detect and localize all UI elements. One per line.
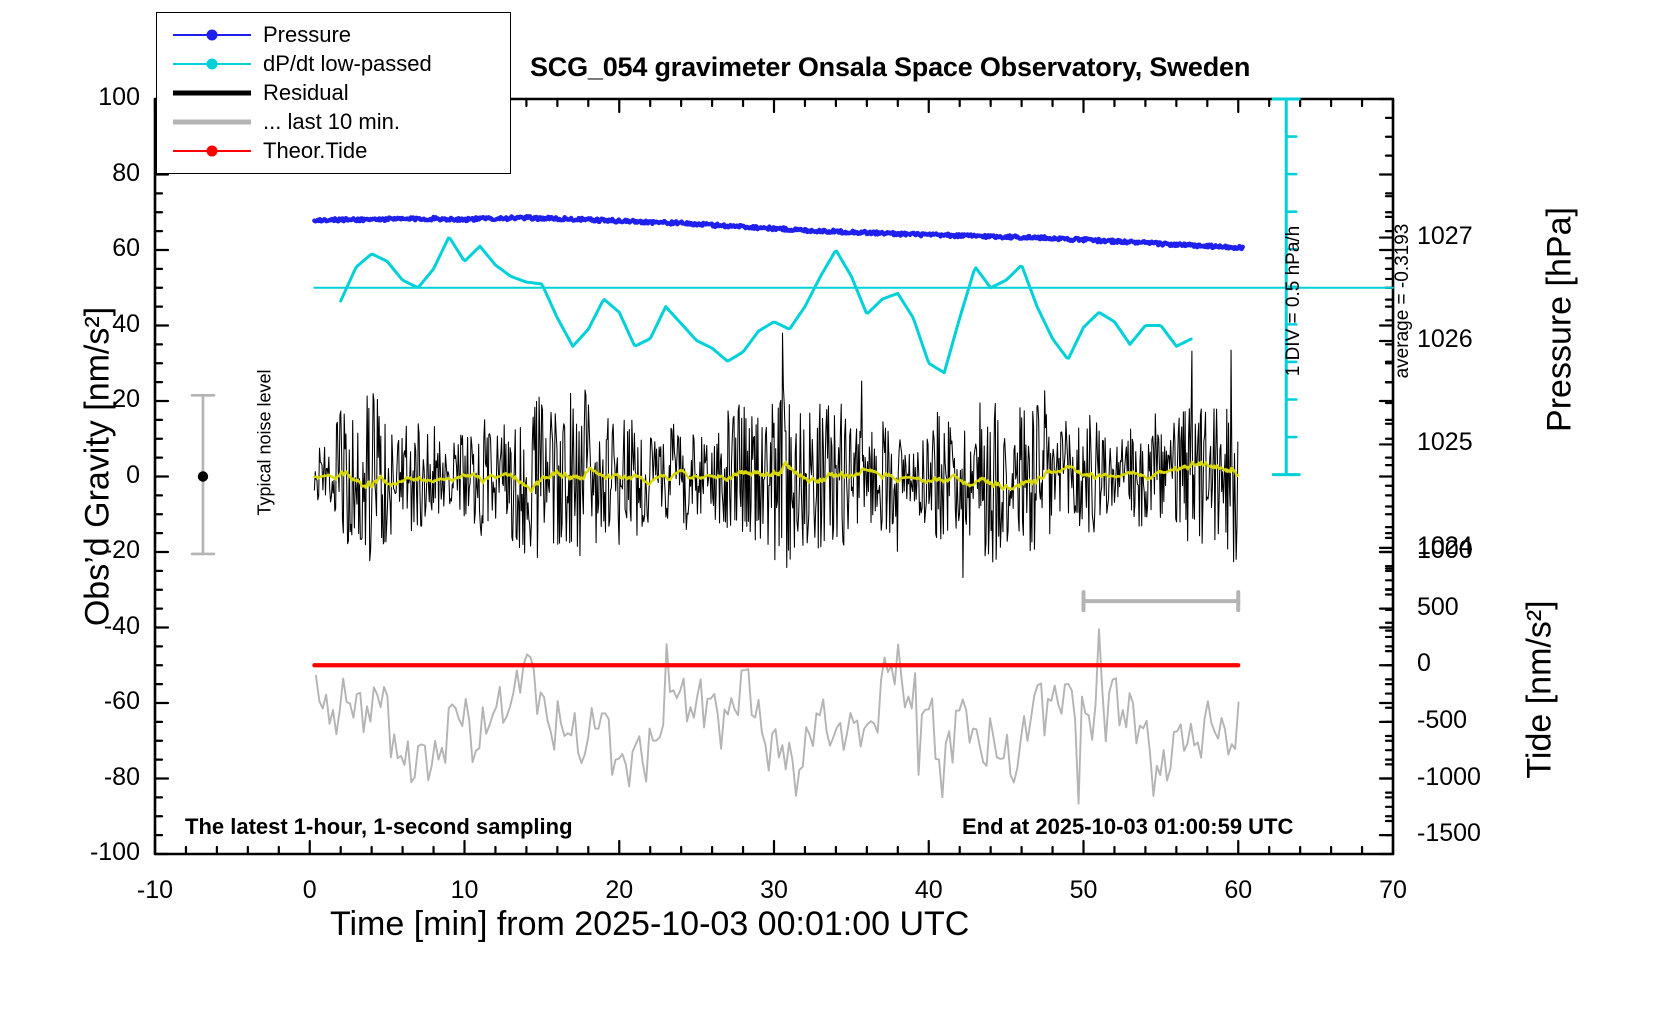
x-tick-label: 0	[302, 876, 317, 904]
note-sampling: The latest 1-hour, 1-second sampling	[185, 814, 573, 839]
legend-swatch-residual	[173, 82, 251, 104]
y-tick-label-left: -40	[103, 611, 140, 640]
y-axis-label-right-tide: Tide [nm/s²]	[1520, 600, 1559, 779]
series-dpdt-low-passed	[339, 236, 1193, 375]
x-axis-label: Time [min] from 2025-10-03 00:01:00 UTC	[330, 905, 970, 943]
x-tick-label: 10	[450, 876, 479, 904]
legend-item: Theor.Tide	[157, 136, 510, 165]
legend-swatch-dpdt	[173, 53, 251, 75]
y-tick-label-left: -60	[103, 687, 140, 715]
legend: Pressure dP/dt low-passed Residual ... l…	[156, 12, 511, 174]
y-tick-label-left: 0	[126, 460, 140, 489]
series-last-10-min	[314, 628, 1240, 805]
y-tick-label-left: 60	[112, 234, 140, 262]
dpdt-average-label: average = -0.3193	[1392, 223, 1413, 379]
pressure-tick-label: 1024	[1417, 531, 1473, 560]
tide-tick-label: 0	[1417, 649, 1431, 678]
legend-swatch-last10	[173, 111, 251, 133]
tide-tick-label: 500	[1417, 592, 1459, 621]
pressure-tick-label: 1025	[1417, 428, 1473, 457]
tide-tick-label: -1500	[1417, 819, 1481, 848]
note-end-time: End at 2025-10-03 01:00:59 UTC	[962, 814, 1294, 839]
pressure-tick-label: 1027	[1417, 221, 1473, 250]
x-tick-label: 20	[605, 876, 634, 904]
pressure-tick-label: 1026	[1417, 324, 1473, 353]
legend-item: Pressure	[157, 20, 510, 49]
legend-item: dP/dt low-passed	[157, 49, 510, 78]
series-residual	[313, 332, 1239, 579]
y-tick-label-left: 40	[112, 309, 140, 338]
noise-level-label: Typical noise level	[254, 369, 275, 516]
y-tick-label-left: 20	[112, 385, 140, 413]
y-axis-label-right-pressure: Pressure [hPa]	[1540, 207, 1579, 432]
legend-label-dpdt: dP/dt low-passed	[263, 50, 432, 76]
x-tick-label: 50	[1069, 876, 1098, 904]
tide-tick-label: -1000	[1417, 762, 1481, 791]
legend-label-tide: Theor.Tide	[263, 137, 368, 163]
tide-tick-label: -500	[1417, 705, 1468, 734]
dpdt-div-label: 1 DIV = 0.5 hPa/h	[1283, 225, 1304, 377]
y-tick-label-left: -100	[89, 838, 140, 866]
legend-label-residual: Residual	[263, 79, 349, 105]
y-tick-label-left: 80	[112, 158, 140, 187]
legend-swatch-pressure	[173, 24, 251, 46]
noise-bar-center-dot	[197, 471, 209, 482]
x-tick-label: 60	[1224, 876, 1253, 904]
page-title: SCG_054 gravimeter Onsala Space Observat…	[530, 52, 1251, 82]
x-tick-label: 40	[914, 876, 943, 904]
legend-label-last10: ... last 10 min.	[263, 108, 400, 134]
series-pressure	[312, 214, 1245, 252]
x-tick-label: 70	[1379, 876, 1407, 904]
series-residual-smoothed	[313, 460, 1240, 493]
legend-swatch-tide	[173, 140, 251, 162]
tide-tick-label: 1000	[1417, 536, 1473, 564]
y-tick-label-left: -80	[103, 762, 140, 791]
x-tick-label: 30	[760, 876, 788, 904]
legend-item: Residual	[157, 78, 510, 107]
legend-item: ... last 10 min.	[157, 107, 510, 136]
x-tick-label: -10	[136, 876, 174, 904]
legend-label-pressure: Pressure	[263, 21, 352, 47]
y-tick-label-left: 100	[98, 83, 140, 111]
y-tick-label-left: -20	[103, 536, 140, 564]
